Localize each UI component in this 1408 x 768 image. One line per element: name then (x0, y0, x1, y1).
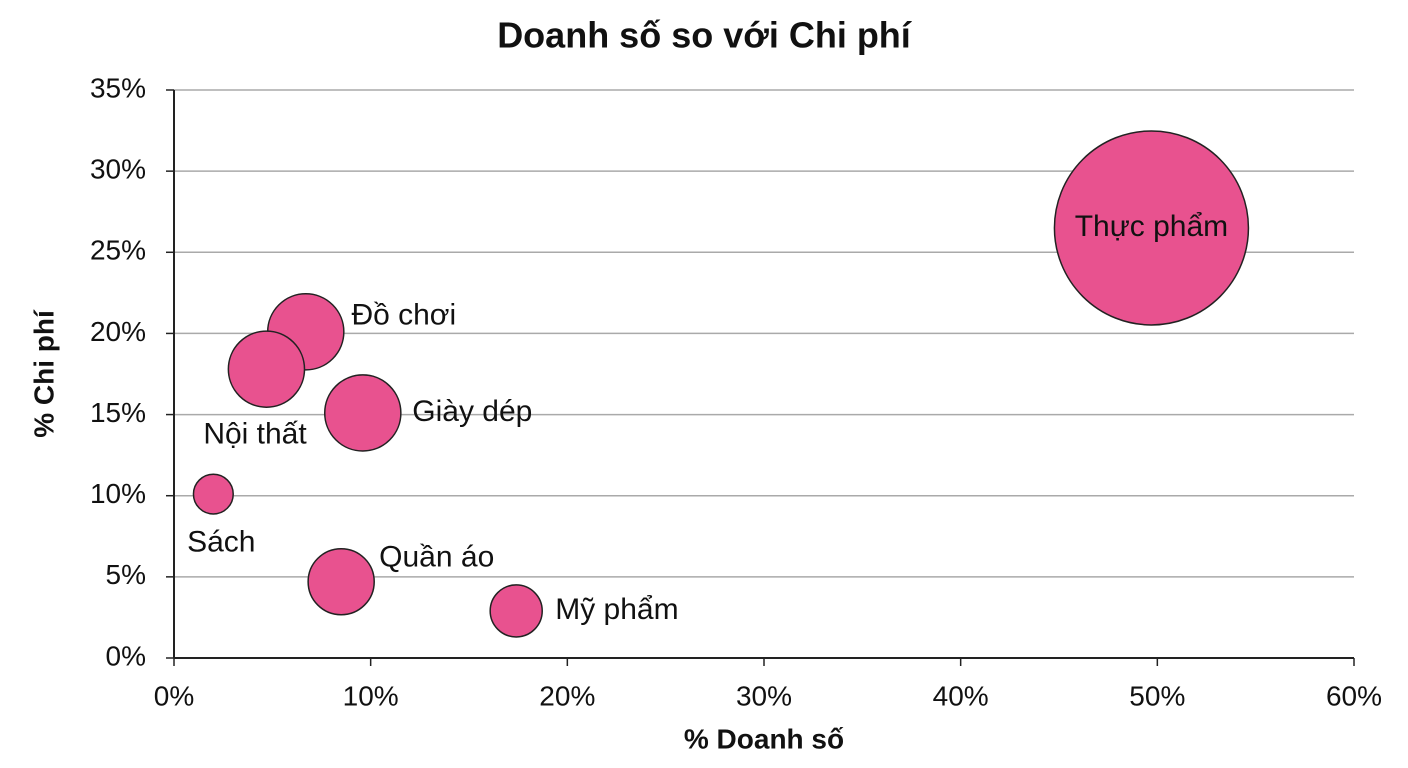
data-label: Đồ chơi (351, 299, 456, 332)
data-label: Nội thất (203, 418, 307, 451)
chart-title: Doanh số so với Chi phí (497, 15, 912, 56)
x-tick-label: 20% (539, 680, 595, 711)
bubble (489, 584, 543, 638)
data-label: Sách (187, 526, 255, 559)
x-tick-label: 10% (343, 680, 399, 711)
bubble (1053, 130, 1250, 326)
y-tick-label: 25% (90, 235, 146, 266)
bubble (323, 374, 402, 452)
data-label: Giày dép (412, 395, 532, 428)
x-tick-label: 0% (154, 680, 194, 711)
y-tick-label: 10% (90, 478, 146, 509)
x-tick-label: 50% (1129, 680, 1185, 711)
x-tick-label: 40% (933, 680, 989, 711)
y-tick-label: 30% (90, 154, 146, 185)
y-tick-label: 0% (106, 640, 146, 671)
bubble (307, 547, 375, 616)
data-label: Quần áo (379, 541, 494, 574)
data-label: Mỹ phẩm (555, 593, 678, 626)
x-tick-label: 30% (736, 680, 792, 711)
data-label: Thực phẩm (1075, 210, 1228, 243)
y-tick-label: 20% (90, 316, 146, 347)
bubble (192, 473, 234, 515)
y-axis-title: % Chi phí (28, 309, 59, 438)
y-tick-label: 5% (106, 559, 146, 590)
y-tick-label: 35% (90, 72, 146, 103)
x-tick-label: 60% (1326, 680, 1382, 711)
x-axis-title: % Doanh số (684, 723, 844, 754)
bubble (227, 330, 306, 408)
y-tick-label: 15% (90, 397, 146, 428)
